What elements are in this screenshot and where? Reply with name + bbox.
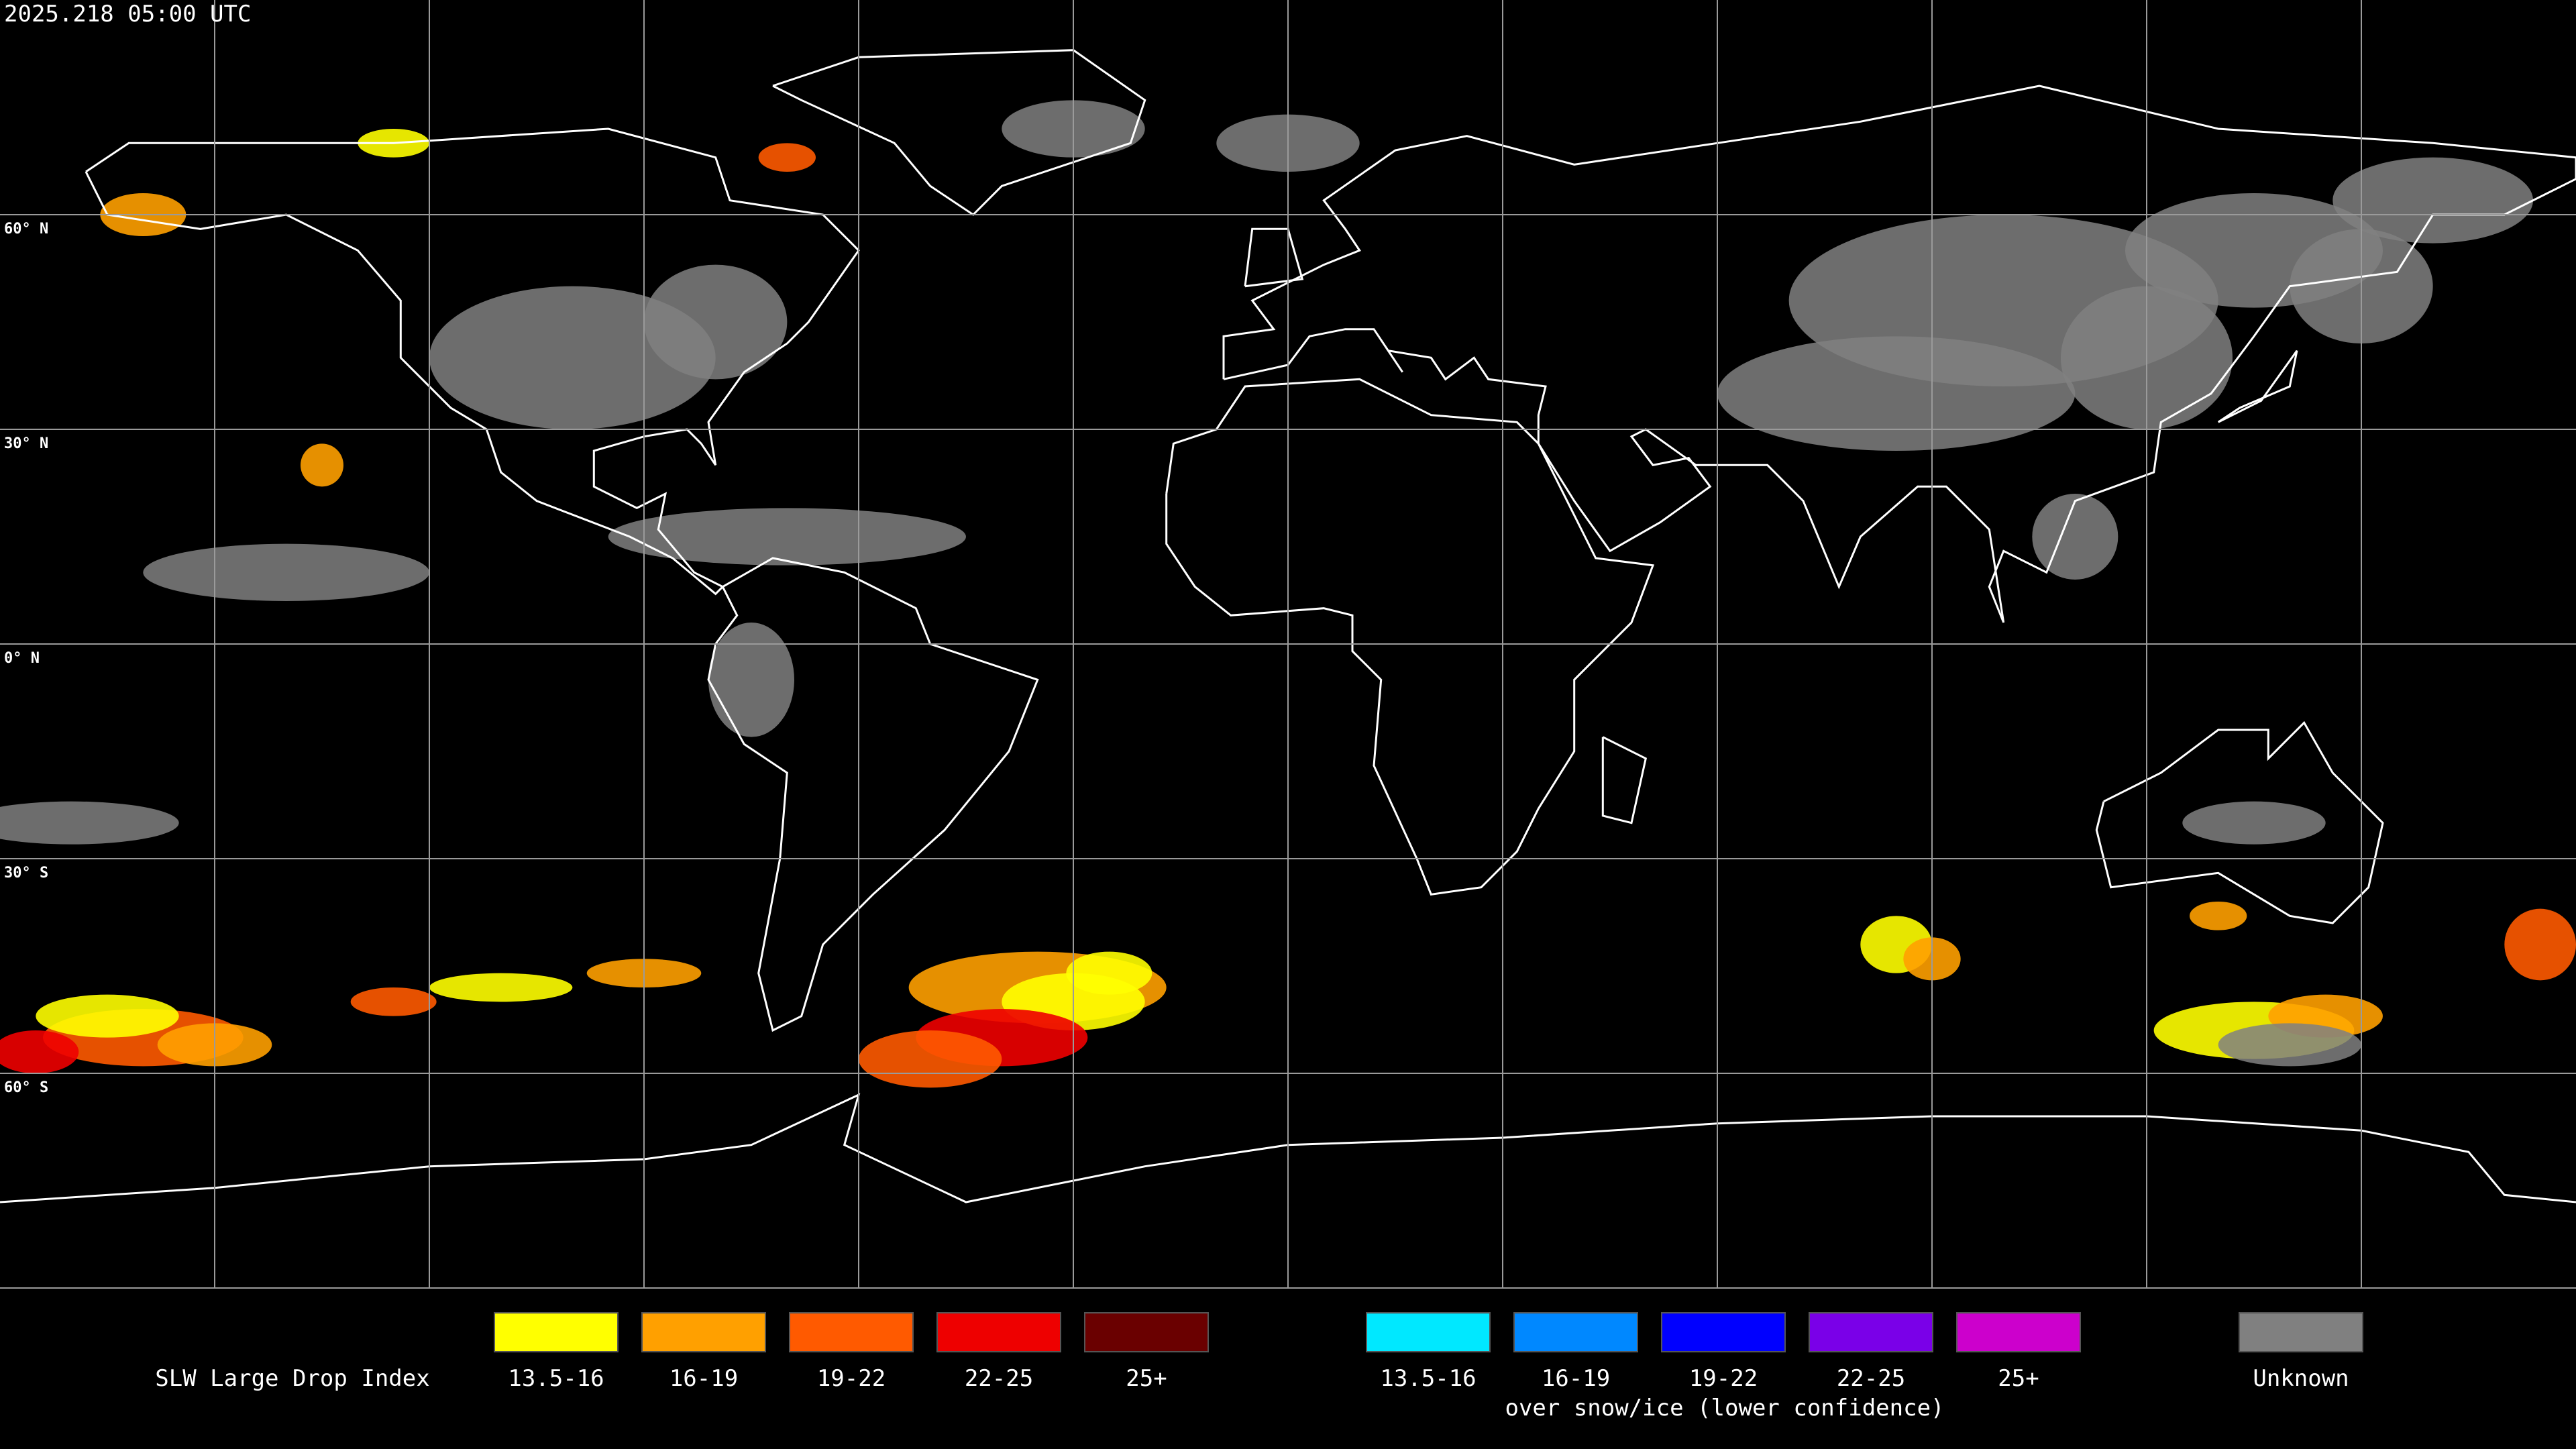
cloud-patch (2190, 902, 2247, 930)
latitude-label: 60° N (4, 221, 48, 237)
cloud-patch (2332, 157, 2534, 244)
coastline (707, 557, 1039, 1032)
legend-swatch (1956, 1312, 2081, 1352)
latitude-label: 0° N (4, 650, 40, 667)
cloud-patch (143, 543, 430, 601)
cloud-patch (758, 143, 816, 172)
cloud-patch (36, 994, 179, 1038)
cloud-patch (859, 1030, 1002, 1088)
cloud-patch (2032, 494, 2118, 580)
cloud-patch (2504, 908, 2576, 981)
legend-swatch (789, 1312, 914, 1352)
cloud-patch (643, 264, 788, 380)
cloud-patch (429, 973, 573, 1002)
legend-swatch (1513, 1312, 1638, 1352)
legend-label: Unknown (2253, 1365, 2349, 1392)
legend: SLW Large Drop Index 13.5-16 16-19 19-22 22-… (155, 1312, 2363, 1421)
legend-label: 16-19 (1542, 1365, 1610, 1392)
cloud-patch (301, 443, 343, 487)
legend-swatch (1084, 1312, 1209, 1352)
coastline (1165, 378, 1655, 896)
cloud-patch (350, 987, 437, 1016)
cloud-patch (1717, 336, 2076, 451)
cloud-patch (708, 623, 794, 737)
legend-swatch (1809, 1312, 1933, 1352)
legend-label: 16-19 (669, 1365, 738, 1392)
cloud-patch (608, 508, 966, 566)
legend-label: 22-25 (965, 1365, 1033, 1392)
cloud-patch (1066, 951, 1152, 995)
coastline (1601, 736, 1648, 824)
coastline (772, 49, 1146, 216)
cloud-patch (2182, 801, 2326, 845)
graticule (0, 0, 2576, 1288)
coastline (85, 127, 860, 596)
legend-label: 19-22 (1689, 1365, 1758, 1392)
coastline (2095, 720, 2384, 924)
legend-swatch (2239, 1312, 2363, 1352)
legend-swatch (1366, 1312, 1491, 1352)
latitude-label: 30° N (4, 435, 48, 452)
timestamp: 2025.218 05:00 UTC (4, 1, 251, 28)
coastline (1222, 85, 2576, 623)
cloud-patch (2218, 1023, 2361, 1067)
legend-label: 19-22 (817, 1365, 885, 1392)
legend-label: 25+ (1126, 1365, 1167, 1392)
legend-swatch (494, 1312, 619, 1352)
coastline (0, 1093, 2576, 1203)
legend-label: 22-25 (1837, 1365, 1905, 1392)
legend-label: 13.5-16 (1380, 1365, 1476, 1392)
legend-swatch (1661, 1312, 1786, 1352)
legend-label: 25+ (1998, 1365, 2039, 1392)
legend-swatch (641, 1312, 766, 1352)
legend-caption: over snow/ice (lower confidence) (1505, 1395, 1944, 1421)
legend-title: SLW Large Drop Index (155, 1365, 429, 1392)
latitude-label: 30° S (4, 865, 48, 881)
cloud-patch (0, 801, 179, 845)
latitude-label: 60° S (4, 1079, 48, 1096)
legend-label: 13.5-16 (508, 1365, 604, 1392)
coastline (2217, 350, 2298, 423)
legend-swatch (936, 1312, 1061, 1352)
coastlines (0, 49, 2576, 1203)
cloud-patch (0, 1030, 79, 1073)
